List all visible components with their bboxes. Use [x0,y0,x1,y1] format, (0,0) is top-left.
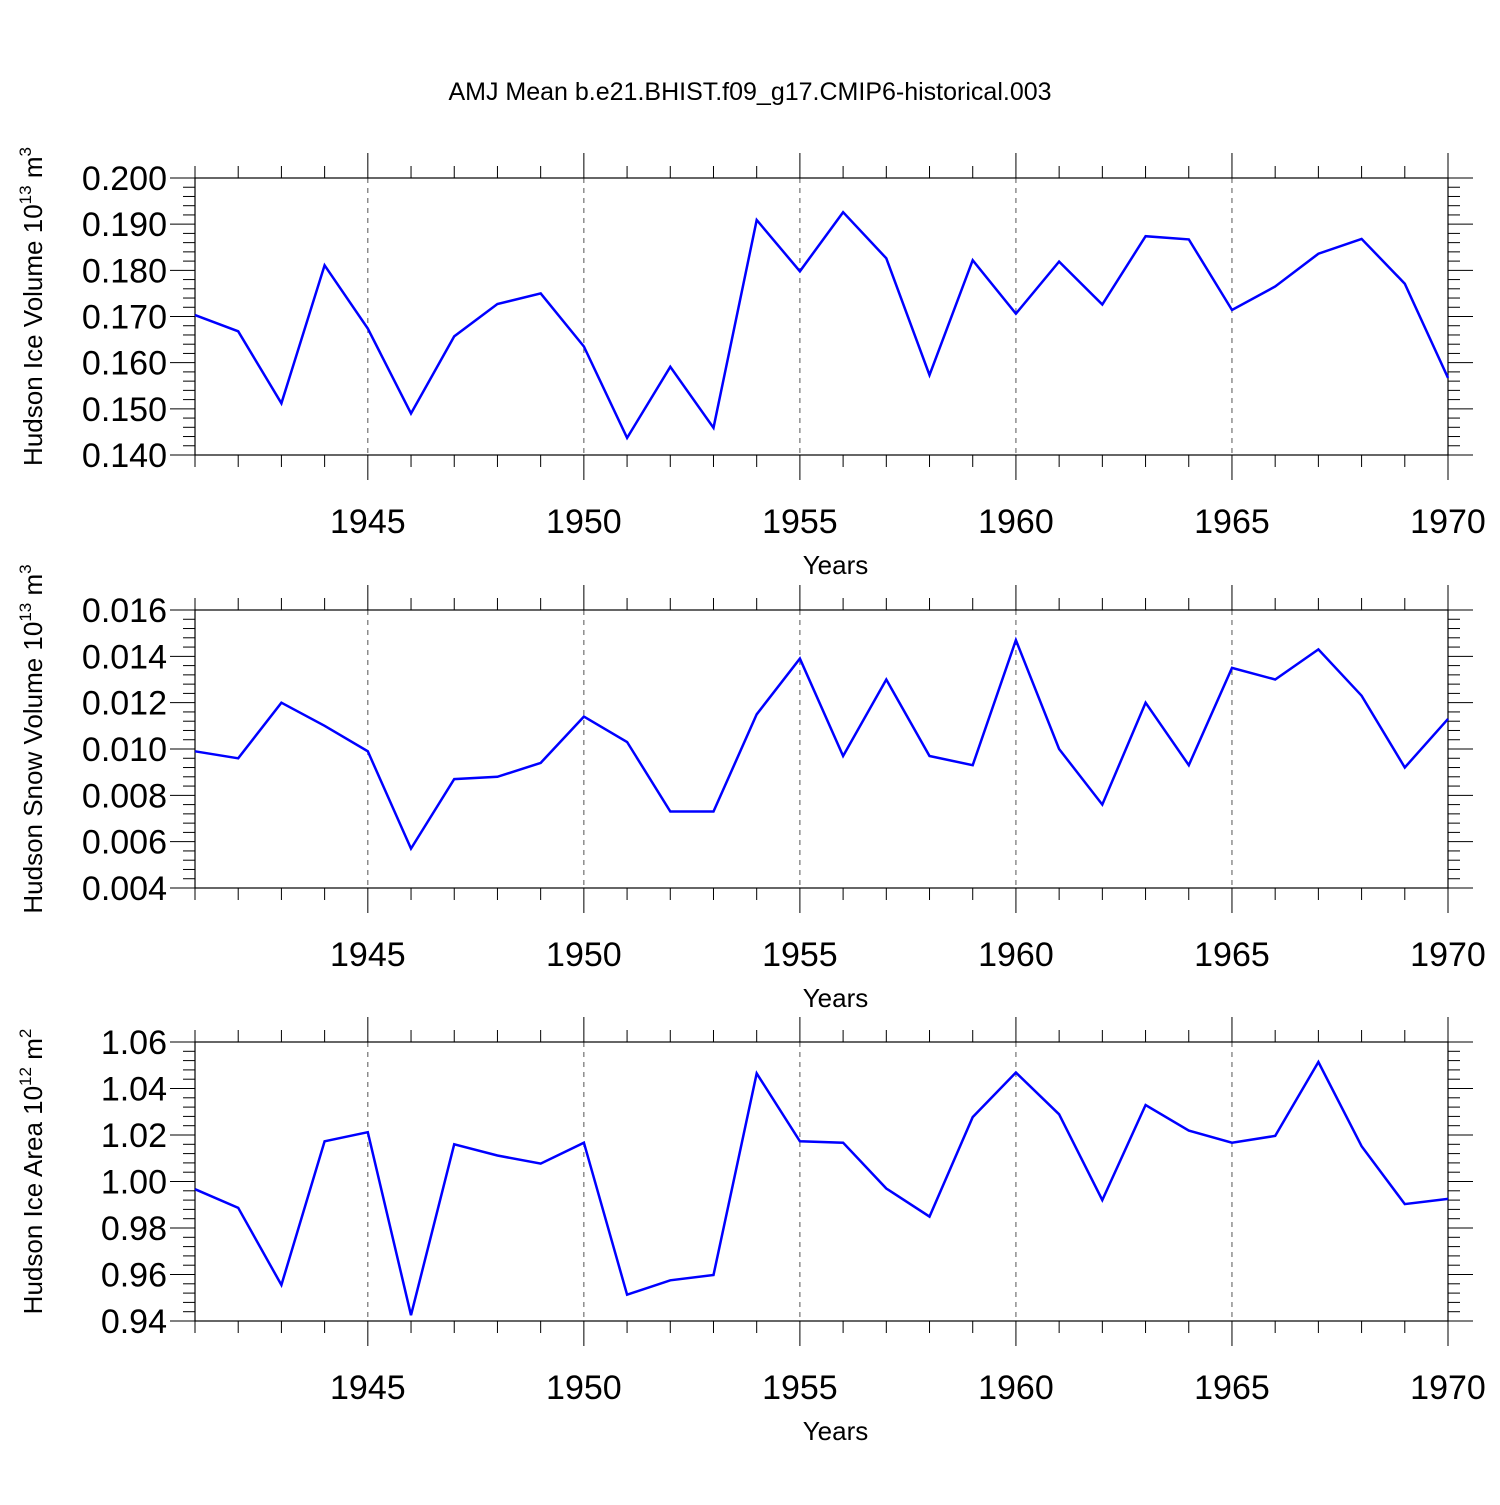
x-tick-label: 1970 [1410,1369,1486,1407]
series-line [195,640,1448,849]
y-tick-label: 0.004 [82,870,167,908]
x-tick-label: 1950 [546,936,622,974]
chart-panel-1: 1945 1950 1955 1960 1965 1970 0.140 0.150 0.160 0… [16,147,1486,580]
x-tick-label: 1965 [1194,936,1270,974]
y-tick-label: 0.150 [82,391,167,429]
y-tick-label: 1.00 [101,1164,167,1202]
figure-title: AMJ Mean b.e21.BHIST.f09_g17.CMIP6-histo… [0,78,1500,107]
series-line [195,1062,1448,1315]
x-tick-label: 1965 [1194,503,1270,541]
x-tick-label: 1950 [546,503,622,541]
x-tick-label: 1955 [762,1369,838,1407]
plot-frame [195,610,1448,888]
x-tick-label: 1960 [978,503,1054,541]
x-tick-label: 1955 [762,503,838,541]
x-axis-label: Years [803,983,869,1013]
y-tick-label: 0.200 [82,160,167,198]
y-tick-label: 0.006 [82,824,167,862]
x-tick-label: 1955 [762,936,838,974]
x-axis-label: Years [803,1416,869,1446]
x-tick-label: 1945 [330,1369,406,1407]
y-tick-label: 0.016 [82,592,167,630]
y-tick-label: 0.96 [101,1257,167,1295]
y-axis-label: Hudson Ice Volume 1013 m3 [16,147,48,466]
y-tick-label: 0.008 [82,777,167,815]
y-tick-label: 0.160 [82,345,167,383]
chart-panel-2: 1945 1950 1955 1960 1965 1970 0.004 0.006 0.008 0… [16,564,1486,1013]
x-tick-label: 1945 [330,503,406,541]
y-tick-label: 0.98 [101,1210,167,1248]
y-axis-label: Hudson Snow Volume 1013 m3 [16,564,48,913]
plot-frame [195,178,1448,455]
y-tick-label: 0.012 [82,685,167,723]
chart-panel-3: 1945 1950 1955 1960 1965 1970 0.94 0.96 0.98 1.00… [16,1017,1486,1446]
y-tick-label: 0.140 [82,437,167,475]
y-tick-label: 0.190 [82,206,167,244]
y-tick-label: 0.014 [82,638,167,676]
y-tick-label: 1.06 [101,1024,167,1062]
x-tick-label: 1970 [1410,503,1486,541]
y-axis-label: Hudson Ice Area 1012 m2 [16,1029,48,1315]
y-tick-label: 0.94 [101,1303,167,1341]
y-tick-label: 0.170 [82,299,167,337]
series-line [195,212,1448,438]
x-tick-label: 1950 [546,1369,622,1407]
y-tick-label: 0.010 [82,731,167,769]
y-tick-label: 1.04 [101,1071,167,1109]
plot-frame [195,1042,1448,1321]
x-axis-label: Years [803,550,869,580]
y-tick-label: 0.180 [82,252,167,290]
x-tick-label: 1945 [330,936,406,974]
x-tick-label: 1960 [978,1369,1054,1407]
x-tick-label: 1960 [978,936,1054,974]
x-tick-label: 1970 [1410,936,1486,974]
x-tick-label: 1965 [1194,1369,1270,1407]
y-tick-label: 1.02 [101,1117,167,1155]
